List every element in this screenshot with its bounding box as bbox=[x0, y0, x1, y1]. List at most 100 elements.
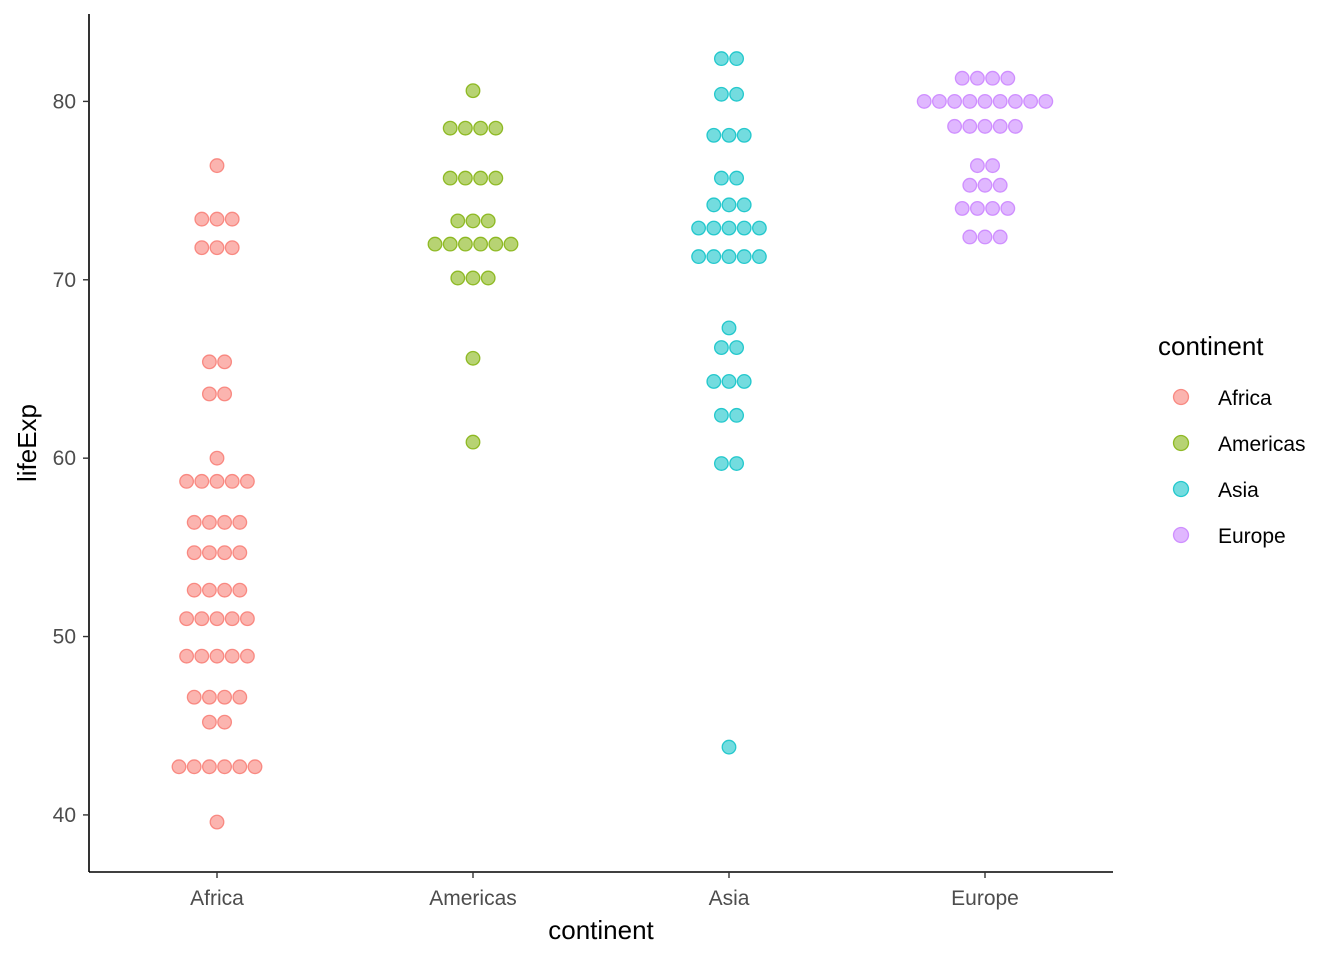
y-tick-label: 70 bbox=[53, 269, 76, 292]
data-point bbox=[179, 473, 195, 489]
x-tick-label: Europe bbox=[951, 887, 1019, 910]
data-point bbox=[713, 170, 729, 186]
legend-label: Asia bbox=[1218, 479, 1259, 502]
legend-key bbox=[1172, 434, 1190, 452]
data-point bbox=[1038, 93, 1054, 109]
data-point bbox=[977, 229, 993, 245]
data-point bbox=[217, 759, 233, 775]
data-point bbox=[186, 689, 202, 705]
data-point bbox=[713, 340, 729, 356]
data-point bbox=[209, 240, 225, 256]
data-point bbox=[480, 270, 496, 286]
data-point bbox=[179, 648, 195, 664]
legend-item: Africa bbox=[1172, 387, 1272, 410]
y-tick-label: 50 bbox=[53, 626, 76, 649]
data-point bbox=[706, 374, 722, 389]
data-point bbox=[209, 211, 225, 227]
data-point bbox=[713, 456, 729, 471]
data-point bbox=[992, 229, 1008, 245]
data-point bbox=[721, 739, 737, 755]
data-point bbox=[721, 249, 737, 265]
data-point bbox=[217, 689, 233, 705]
data-point bbox=[488, 170, 504, 186]
legend-item: Americas bbox=[1172, 433, 1306, 456]
data-point bbox=[201, 386, 217, 402]
x-tick-label: Asia bbox=[709, 887, 750, 910]
data-point bbox=[992, 177, 1008, 193]
data-point bbox=[473, 120, 489, 136]
data-point bbox=[224, 611, 240, 627]
data-point bbox=[209, 814, 225, 830]
data-point bbox=[209, 611, 225, 627]
data-point bbox=[465, 350, 481, 366]
data-point bbox=[721, 127, 737, 143]
data-point bbox=[954, 200, 970, 216]
data-point bbox=[729, 340, 745, 356]
data-point bbox=[736, 374, 752, 389]
data-point bbox=[224, 240, 240, 256]
data-point bbox=[962, 177, 978, 193]
data-point bbox=[706, 249, 722, 265]
data-point bbox=[962, 93, 978, 109]
data-point bbox=[992, 93, 1008, 109]
data-point bbox=[209, 648, 225, 664]
data-point bbox=[232, 545, 248, 561]
data-point bbox=[706, 127, 722, 143]
data-point bbox=[691, 249, 707, 265]
data-point bbox=[224, 648, 240, 664]
data-point bbox=[232, 759, 248, 775]
data-point bbox=[186, 759, 202, 775]
data-point bbox=[992, 118, 1008, 134]
data-point bbox=[1007, 93, 1023, 109]
data-point bbox=[194, 473, 210, 489]
data-point bbox=[751, 249, 767, 265]
data-point bbox=[186, 514, 202, 530]
data-point bbox=[488, 120, 504, 136]
data-point bbox=[171, 759, 187, 775]
data-point bbox=[239, 648, 255, 664]
data-point bbox=[1000, 70, 1016, 86]
x-axis-title: continent bbox=[548, 915, 654, 945]
data-point bbox=[977, 93, 993, 109]
data-point bbox=[194, 611, 210, 627]
data-point bbox=[442, 236, 458, 252]
data-point bbox=[232, 582, 248, 598]
data-point bbox=[1000, 200, 1016, 216]
legend-key bbox=[1172, 526, 1190, 544]
data-point bbox=[713, 86, 729, 102]
legend-item: Asia bbox=[1172, 479, 1259, 502]
data-point bbox=[985, 70, 1001, 86]
data-point bbox=[706, 197, 722, 213]
data-point bbox=[465, 270, 481, 286]
data-point bbox=[224, 473, 240, 489]
legend-item: Europe bbox=[1172, 525, 1286, 548]
data-point bbox=[985, 200, 1001, 216]
data-point bbox=[201, 354, 217, 370]
data-point bbox=[947, 93, 963, 109]
data-point bbox=[729, 407, 745, 423]
data-point bbox=[217, 386, 233, 402]
data-point bbox=[691, 220, 707, 236]
data-point bbox=[721, 197, 737, 213]
data-point bbox=[985, 158, 1001, 174]
legend-title: continent bbox=[1158, 331, 1264, 361]
data-point bbox=[480, 213, 496, 229]
legend: continent Africa Americas Asia Europe bbox=[1158, 331, 1306, 548]
data-point bbox=[247, 759, 263, 775]
data-point bbox=[751, 220, 767, 236]
data-point bbox=[503, 236, 519, 252]
data-point bbox=[706, 220, 722, 236]
data-point bbox=[736, 127, 752, 143]
data-point bbox=[736, 249, 752, 265]
points-layer bbox=[171, 51, 1054, 830]
legend-key bbox=[1172, 480, 1190, 498]
data-point bbox=[209, 158, 225, 174]
data-point bbox=[713, 407, 729, 423]
data-point bbox=[465, 213, 481, 229]
y-tick-label: 80 bbox=[53, 90, 76, 113]
data-point bbox=[442, 170, 458, 186]
data-point bbox=[721, 220, 737, 236]
data-point bbox=[232, 689, 248, 705]
